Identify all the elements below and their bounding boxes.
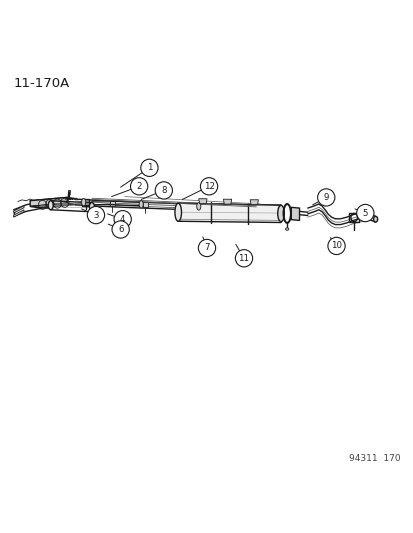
Ellipse shape: [48, 201, 53, 210]
Circle shape: [114, 211, 131, 228]
Polygon shape: [198, 204, 231, 208]
Ellipse shape: [89, 203, 94, 211]
Text: 8: 8: [161, 186, 166, 195]
Text: 3: 3: [93, 211, 98, 220]
Ellipse shape: [196, 203, 200, 210]
Text: 6: 6: [118, 225, 123, 234]
Polygon shape: [223, 199, 231, 204]
Circle shape: [200, 177, 217, 195]
Polygon shape: [104, 201, 133, 204]
Polygon shape: [198, 199, 206, 204]
Polygon shape: [67, 190, 70, 192]
Text: 11-170A: 11-170A: [14, 77, 70, 90]
Text: 5: 5: [362, 208, 367, 217]
Circle shape: [198, 239, 215, 256]
Text: 94311  170: 94311 170: [348, 454, 399, 463]
Ellipse shape: [373, 216, 377, 222]
Polygon shape: [14, 210, 24, 217]
Polygon shape: [179, 204, 185, 208]
Polygon shape: [14, 206, 24, 213]
Text: 4: 4: [120, 215, 125, 224]
Circle shape: [155, 182, 172, 199]
Polygon shape: [142, 202, 147, 207]
Text: 12: 12: [203, 182, 214, 191]
Circle shape: [140, 159, 158, 176]
Ellipse shape: [277, 205, 284, 222]
Polygon shape: [133, 202, 166, 205]
Circle shape: [87, 206, 104, 224]
Text: 1: 1: [146, 163, 152, 172]
Ellipse shape: [139, 200, 143, 208]
Polygon shape: [75, 199, 104, 203]
Polygon shape: [231, 206, 256, 208]
Polygon shape: [166, 203, 198, 206]
Ellipse shape: [285, 228, 288, 230]
Text: 11: 11: [238, 254, 249, 263]
Circle shape: [327, 237, 344, 255]
Text: 10: 10: [330, 241, 341, 251]
Text: 9: 9: [323, 193, 328, 202]
Polygon shape: [109, 200, 115, 206]
Polygon shape: [249, 200, 258, 205]
Circle shape: [112, 221, 129, 238]
Text: 2: 2: [136, 182, 142, 191]
Circle shape: [130, 177, 147, 195]
Circle shape: [235, 249, 252, 267]
Polygon shape: [30, 197, 67, 206]
Text: 7: 7: [204, 244, 209, 253]
Polygon shape: [291, 207, 299, 221]
Ellipse shape: [81, 198, 85, 206]
Polygon shape: [30, 203, 75, 208]
Circle shape: [317, 189, 334, 206]
Polygon shape: [178, 203, 280, 222]
Ellipse shape: [175, 203, 181, 221]
Polygon shape: [30, 197, 75, 202]
Polygon shape: [178, 203, 280, 208]
Circle shape: [356, 204, 373, 222]
